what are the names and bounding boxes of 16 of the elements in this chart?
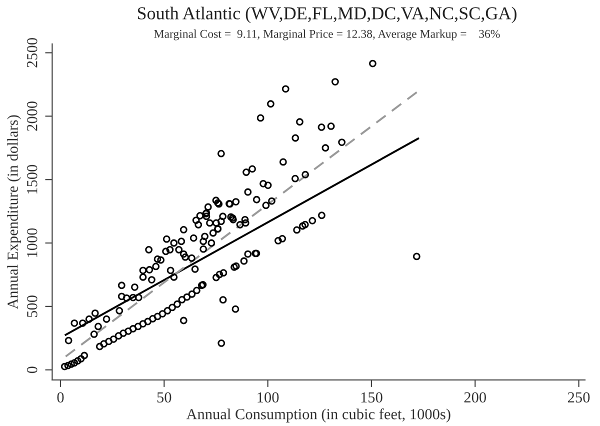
y-tick-label: 2500 xyxy=(26,38,38,68)
x-tick-label: 200 xyxy=(464,392,486,403)
y-tick-label: 0 xyxy=(26,366,38,374)
y-tick-label: 500 xyxy=(26,296,38,317)
x-tick-label: 0 xyxy=(57,392,64,403)
y-tick-label: 1000 xyxy=(26,228,38,257)
y-tick-label: 1500 xyxy=(26,164,38,194)
x-tick-label: 150 xyxy=(361,392,382,403)
y-tick-label: 2000 xyxy=(26,101,38,131)
chart-subtitle: Marginal Cost = 9.11, Marginal Price = 12.38, Average Markup = 36% xyxy=(154,30,500,40)
x-axis-title: Annual Consumption (in cubic feet, 1000s) xyxy=(186,408,450,422)
chart-title: South Atlantic (WV,DE,FL,MD,DC,VA,NC,SC,GA) xyxy=(138,6,516,24)
y-axis-title: Annual Expenditure (in dollars) xyxy=(7,115,21,310)
x-tick-label: 250 xyxy=(568,392,590,403)
x-tick-label: 100 xyxy=(258,392,279,403)
x-tick-label: 50 xyxy=(157,392,172,403)
